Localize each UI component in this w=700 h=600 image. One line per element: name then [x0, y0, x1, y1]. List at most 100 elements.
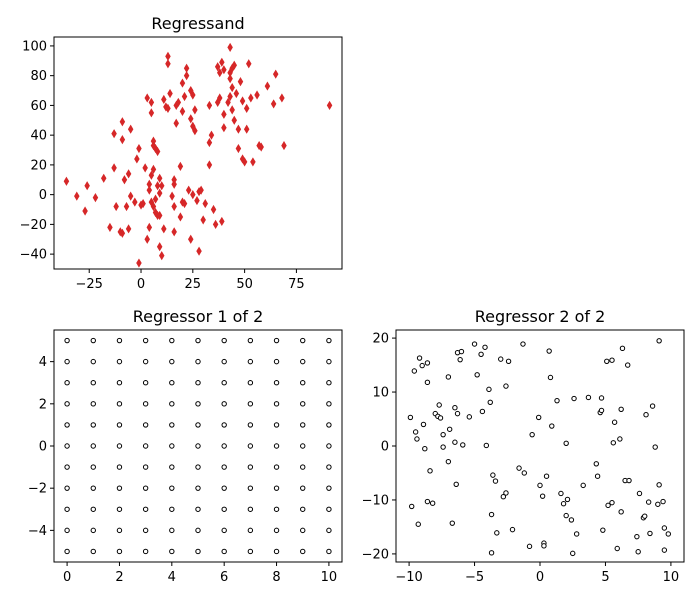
data-point [116, 422, 123, 428]
data-point [231, 60, 238, 70]
y-tick-label: 20 [30, 158, 47, 173]
data-point [279, 93, 285, 103]
data-point [258, 142, 264, 152]
data-point [254, 90, 260, 100]
data-point [64, 485, 70, 491]
data-point [90, 443, 96, 449]
data-point [235, 124, 242, 134]
data-point [84, 181, 90, 191]
x-tick-label: 0 [63, 570, 71, 585]
data-point [300, 548, 306, 555]
data-point [466, 414, 473, 420]
data-point [177, 161, 184, 171]
y-tick-label: 40 [30, 129, 47, 144]
data-point [457, 356, 463, 363]
data-point [195, 506, 201, 512]
data-point [474, 372, 480, 378]
data-point [154, 146, 161, 157]
data-point [478, 351, 484, 357]
data-point [645, 499, 652, 505]
regressor-2-chart: −10 −5 0 5 10 −20 −10 0 10 20 Regressor 2 of 2 [362, 307, 685, 585]
data-point [573, 531, 580, 537]
data-point [585, 394, 592, 401]
data-point [221, 422, 227, 428]
data-point [181, 198, 188, 209]
data-point [273, 548, 280, 555]
data-point [171, 227, 177, 237]
data-point [200, 215, 206, 225]
data-point [660, 498, 666, 505]
data-point [416, 355, 423, 361]
data-point [158, 181, 165, 191]
data-point [90, 485, 96, 491]
data-point [424, 498, 431, 505]
data-point [554, 397, 560, 404]
data-point [636, 490, 643, 497]
data-point [64, 401, 70, 407]
data-point [460, 442, 466, 448]
data-point [649, 403, 656, 409]
data-point [125, 169, 132, 179]
data-point [206, 138, 213, 148]
data-point [134, 154, 140, 164]
data-point [300, 401, 306, 407]
data-point [173, 118, 179, 128]
data-point [235, 143, 242, 154]
data-point [580, 482, 586, 489]
data-point [225, 97, 231, 108]
data-point [233, 88, 240, 99]
data-point [247, 464, 254, 470]
y-tick-label: 0 [381, 440, 389, 455]
data-point [609, 357, 615, 363]
data-point [300, 380, 306, 386]
data-point [179, 106, 186, 116]
data-point [503, 383, 509, 389]
data-point [604, 358, 610, 364]
data-point [661, 547, 668, 553]
data-point [111, 163, 117, 173]
data-point [156, 173, 163, 183]
data-point [516, 465, 522, 471]
data-point [270, 99, 277, 109]
data-point [626, 477, 632, 484]
data-point [64, 443, 70, 449]
data-point [563, 440, 569, 447]
data-point [169, 527, 175, 534]
data-point [452, 439, 458, 445]
y-tick-label: −40 [20, 248, 47, 263]
data-point [142, 527, 149, 534]
data-point [617, 436, 623, 442]
data-point [414, 436, 420, 442]
data-point [239, 96, 246, 106]
data-point [142, 401, 149, 407]
data-point [526, 543, 533, 550]
data-point [132, 197, 138, 207]
data-point [187, 114, 194, 124]
data-point [196, 246, 202, 256]
data-point [652, 444, 658, 450]
data-point [598, 407, 605, 414]
data-point [535, 414, 542, 421]
data-point [609, 499, 615, 506]
data-point [116, 485, 123, 491]
data-point [655, 501, 661, 507]
data-point [125, 224, 132, 234]
data-point [247, 506, 254, 512]
data-point [241, 157, 248, 167]
chart-title: Regressor 1 of 2 [133, 307, 264, 326]
data-point [326, 422, 332, 428]
data-point [169, 191, 175, 201]
data-point [486, 386, 492, 393]
data-point [140, 198, 146, 209]
x-tick-label: −25 [76, 277, 103, 292]
data-point [326, 443, 332, 449]
data-point [90, 358, 96, 365]
data-point [221, 548, 227, 555]
data-point [558, 490, 564, 497]
data-point [194, 196, 200, 206]
y-tick-label: 100 [22, 39, 47, 54]
data-point [227, 74, 233, 84]
data-point [111, 129, 117, 139]
data-point [212, 219, 219, 229]
